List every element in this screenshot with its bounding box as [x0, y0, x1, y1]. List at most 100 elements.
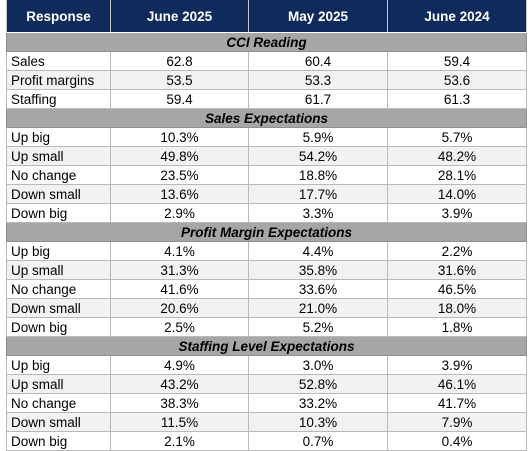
value-cell: 0.4% [387, 431, 527, 451]
row-label: No change [6, 279, 111, 299]
row-label: Sales [6, 51, 111, 71]
row-label: Up small [6, 146, 111, 166]
row-label: Down big [6, 431, 111, 451]
value-cell: 52.8% [248, 374, 388, 394]
value-cell: 4.9% [110, 355, 249, 375]
row-label: Up big [6, 127, 111, 147]
value-cell: 18.0% [387, 298, 527, 318]
header-june-2024: June 2024 [387, 0, 527, 33]
value-cell: 3.9% [387, 203, 527, 223]
value-cell: 53.5 [110, 70, 249, 90]
value-cell: 35.8% [248, 260, 388, 280]
value-cell: 60.4 [248, 51, 388, 71]
value-cell: 33.6% [248, 279, 388, 299]
value-cell: 53.6 [387, 70, 527, 90]
value-cell: 5.7% [387, 127, 527, 147]
table-row: No change 23.5% 18.8% 28.1% [6, 165, 527, 185]
value-cell: 31.3% [110, 260, 249, 280]
value-cell: 5.2% [248, 317, 388, 337]
table-row: Up big 10.3% 5.9% 5.7% [6, 127, 527, 147]
value-cell: 41.6% [110, 279, 249, 299]
value-cell: 46.5% [387, 279, 527, 299]
value-cell: 54.2% [248, 146, 388, 166]
table-row: Up small 43.2% 52.8% 46.1% [6, 374, 527, 394]
table-row: Up big 4.9% 3.0% 3.9% [6, 355, 527, 375]
section-title: Staffing Level Expectations [6, 336, 527, 356]
value-cell: 1.8% [387, 317, 527, 337]
row-label: Staffing [6, 89, 111, 109]
row-label: Up small [6, 374, 111, 394]
row-label: Up small [6, 260, 111, 280]
section-header-row: CCI Reading [6, 32, 527, 52]
value-cell: 7.9% [387, 412, 527, 432]
row-label: Down small [6, 298, 111, 318]
table-row: No change 38.3% 33.2% 41.7% [6, 393, 527, 413]
value-cell: 3.9% [387, 355, 527, 375]
value-cell: 4.1% [110, 241, 249, 261]
row-label: Down big [6, 203, 111, 223]
value-cell: 13.6% [110, 184, 249, 204]
value-cell: 23.5% [110, 165, 249, 185]
row-label: No change [6, 393, 111, 413]
table-row: Up big 4.1% 4.4% 2.2% [6, 241, 527, 261]
value-cell: 21.0% [248, 298, 388, 318]
row-label: Profit margins [6, 70, 111, 90]
value-cell: 2.1% [110, 431, 249, 451]
header-june-2025: June 2025 [110, 0, 249, 33]
value-cell: 5.9% [248, 127, 388, 147]
value-cell: 10.3% [248, 412, 388, 432]
row-label: Down small [6, 412, 111, 432]
value-cell: 11.5% [110, 412, 249, 432]
value-cell: 17.7% [248, 184, 388, 204]
value-cell: 59.4 [387, 51, 527, 71]
table-row: Up small 49.8% 54.2% 48.2% [6, 146, 527, 166]
value-cell: 3.0% [248, 355, 388, 375]
value-cell: 49.8% [110, 146, 249, 166]
header-may-2025: May 2025 [248, 0, 388, 33]
value-cell: 3.3% [248, 203, 388, 223]
table-row: Profit margins 53.5 53.3 53.6 [6, 70, 527, 90]
value-cell: 2.2% [387, 241, 527, 261]
row-label: Down big [6, 317, 111, 337]
value-cell: 59.4 [110, 89, 249, 109]
value-cell: 62.8 [110, 51, 249, 71]
row-label: No change [6, 165, 111, 185]
value-cell: 20.6% [110, 298, 249, 318]
value-cell: 41.7% [387, 393, 527, 413]
value-cell: 48.2% [387, 146, 527, 166]
value-cell: 61.3 [387, 89, 527, 109]
table-row: Down small 13.6% 17.7% 14.0% [6, 184, 527, 204]
table-row: Down big 2.9% 3.3% 3.9% [6, 203, 527, 223]
header-row: Response June 2025 May 2025 June 2024 [6, 0, 527, 33]
row-label: Up big [6, 355, 111, 375]
value-cell: 31.6% [387, 260, 527, 280]
table-body: CCI Reading Sales 62.8 60.4 59.4 Profit margi… [6, 32, 527, 451]
row-label: Down small [6, 184, 111, 204]
table-row: No change 41.6% 33.6% 46.5% [6, 279, 527, 299]
value-cell: 53.3 [248, 70, 388, 90]
value-cell: 10.3% [110, 127, 249, 147]
section-title: Sales Expectations [6, 108, 527, 128]
value-cell: 28.1% [387, 165, 527, 185]
table-row: Up small 31.3% 35.8% 31.6% [6, 260, 527, 280]
table-row: Down big 2.5% 5.2% 1.8% [6, 317, 527, 337]
table-row: Down small 20.6% 21.0% 18.0% [6, 298, 527, 318]
value-cell: 38.3% [110, 393, 249, 413]
header-response: Response [6, 0, 111, 33]
table-row: Sales 62.8 60.4 59.4 [6, 51, 527, 71]
value-cell: 2.9% [110, 203, 249, 223]
section-header-row: Profit Margin Expectations [6, 222, 527, 242]
value-cell: 4.4% [248, 241, 388, 261]
value-cell: 0.7% [248, 431, 388, 451]
value-cell: 33.2% [248, 393, 388, 413]
section-title: CCI Reading [6, 32, 527, 52]
value-cell: 46.1% [387, 374, 527, 394]
value-cell: 14.0% [387, 184, 527, 204]
value-cell: 61.7 [248, 89, 388, 109]
table-row: Staffing 59.4 61.7 61.3 [6, 89, 527, 109]
table-row: Down big 2.1% 0.7% 0.4% [6, 431, 527, 451]
value-cell: 43.2% [110, 374, 249, 394]
section-header-row: Staffing Level Expectations [6, 336, 527, 356]
value-cell: 18.8% [248, 165, 388, 185]
table-row: Down small 11.5% 10.3% 7.9% [6, 412, 527, 432]
